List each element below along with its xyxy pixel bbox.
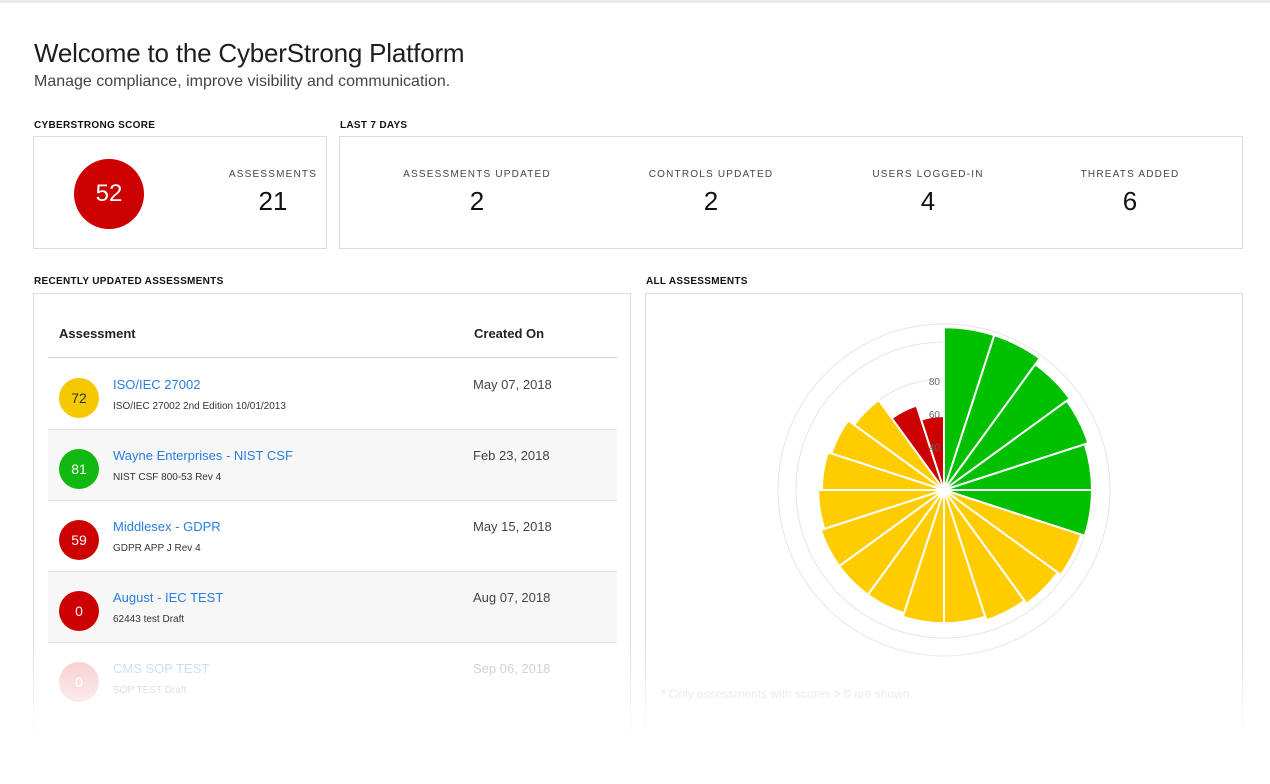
recent-assessments-table: Assessment Created On 72 ISO/IEC 27002 I…: [33, 293, 631, 733]
polar-wedge-yellow[interactable]: [943, 489, 1026, 622]
assessments-stat: ASSESSMENTS 21: [173, 169, 373, 217]
score-badge: 0: [59, 662, 99, 702]
polar-wedge-yellow[interactable]: [819, 489, 945, 568]
polar-wedge-red[interactable]: [890, 404, 945, 491]
table-row[interactable]: 0 August - IEC TEST 62443 test Draft Aug…: [48, 572, 617, 643]
assessment-link[interactable]: CMS SOP TEST: [113, 661, 210, 676]
assessment-link[interactable]: ISO/IEC 27002: [113, 377, 201, 392]
page-title: Welcome to the CyberStrong Platform: [34, 38, 465, 68]
polar-wedge-yellow[interactable]: [852, 398, 945, 491]
last-7-days-card: ASSESSMENTS UPDATED 2 CONTROLS UPDATED 2…: [339, 136, 1243, 249]
created-date: Aug 07, 2018: [473, 590, 551, 605]
users-logged-in-stat: USERS LOGGED-IN 4: [828, 169, 1028, 217]
stat-value: 4: [920, 186, 936, 216]
score-card: 52 ASSESSMENTS 21: [33, 136, 327, 249]
stat-label: ASSESSMENTS UPDATED: [403, 169, 551, 180]
controls-updated-stat: CONTROLS UPDATED 2: [611, 169, 811, 217]
stat-label: USERS LOGGED-IN: [872, 169, 984, 180]
stat-value: 2: [469, 186, 485, 216]
all-assessments-card: 80 60 40 * Only assessments with scores …: [645, 293, 1243, 733]
assessment-link[interactable]: August - IEC TEST: [113, 590, 224, 605]
stat-label: CONTROLS UPDATED: [648, 169, 774, 180]
table-row[interactable]: 72 ISO/IEC 27002 ISO/IEC 27002 2nd Editi…: [48, 359, 617, 430]
polar-wedge-yellow[interactable]: [943, 489, 1060, 606]
assessment-framework: SOP TEST Draft: [113, 685, 187, 696]
score-badge: 81: [59, 449, 99, 489]
polar-wedge-green[interactable]: [943, 362, 1072, 491]
polar-wedge-yellow[interactable]: [943, 489, 1083, 577]
polar-wedge-yellow[interactable]: [830, 419, 945, 491]
assessment-framework: GDPR APP J Rev 4: [113, 543, 201, 554]
assessment-link[interactable]: Middlesex - GDPR: [113, 519, 221, 534]
polar-wedge-red[interactable]: [919, 414, 945, 491]
polar-wedge-green[interactable]: [943, 333, 1042, 491]
polar-wedge-yellow[interactable]: [817, 489, 945, 531]
stat-value: 2: [703, 186, 719, 216]
assessments-value: 21: [258, 186, 288, 216]
table-row[interactable]: 59 Middlesex - GDPR GDPR APP J Rev 4 May…: [48, 501, 617, 572]
radial-tick-label: 60: [929, 410, 941, 421]
radial-tick-label: 80: [929, 377, 941, 388]
column-header-assessment[interactable]: Assessment: [59, 326, 136, 341]
radial-tick-label: 40: [929, 443, 941, 454]
stat-value: 6: [1122, 186, 1138, 216]
column-header-created-on[interactable]: Created On: [474, 326, 545, 341]
score-badge: 52: [74, 159, 144, 229]
recent-assessments-label: RECENTLY UPDATED ASSESSMENTS: [34, 276, 224, 287]
last-7-days-label: LAST 7 DAYS: [340, 120, 408, 131]
table-row[interactable]: 81 Wayne Enterprises - NIST CSF NIST CSF…: [48, 430, 617, 501]
created-date: May 15, 2018: [473, 519, 552, 534]
created-date: Sep 06, 2018: [473, 661, 551, 676]
chart-footnote: * Only assessments with scores > 0 are s…: [661, 687, 913, 701]
score-badge: 59: [59, 520, 99, 560]
page-subtitle: Manage compliance, improve visibility an…: [34, 73, 451, 90]
all-assessments-label: ALL ASSESSMENTS: [646, 276, 748, 287]
score-badge: 0: [59, 591, 99, 631]
threats-added-stat: THREATS ADDED 6: [1030, 169, 1230, 217]
cyberstrong-score-label: CYBERSTRONG SCORE: [34, 120, 156, 131]
assessment-link[interactable]: Wayne Enterprises - NIST CSF: [113, 448, 293, 463]
assessments-updated-stat: ASSESSMENTS UPDATED 2: [377, 169, 577, 217]
polar-wedge-green[interactable]: [943, 399, 1090, 491]
all-assessments-polar-chart: 80 60 40: [777, 323, 1111, 657]
score-badge: 72: [59, 378, 99, 418]
created-date: Feb 23, 2018: [473, 448, 550, 463]
assessments-label: ASSESSMENTS: [228, 169, 318, 180]
created-date: May 07, 2018: [473, 377, 552, 392]
table-row[interactable]: 0 CMS SOP TEST SOP TEST Draft Sep 06, 20…: [48, 643, 617, 714]
stat-label: THREATS ADDED: [1080, 169, 1180, 180]
assessment-framework: NIST CSF 800-53 Rev 4: [113, 472, 222, 483]
assessment-framework: ISO/IEC 27002 2nd Edition 10/01/2013: [113, 401, 286, 412]
header-divider: [48, 357, 617, 358]
assessment-framework: 62443 test Draft: [113, 614, 185, 625]
top-border: [0, 0, 1270, 3]
